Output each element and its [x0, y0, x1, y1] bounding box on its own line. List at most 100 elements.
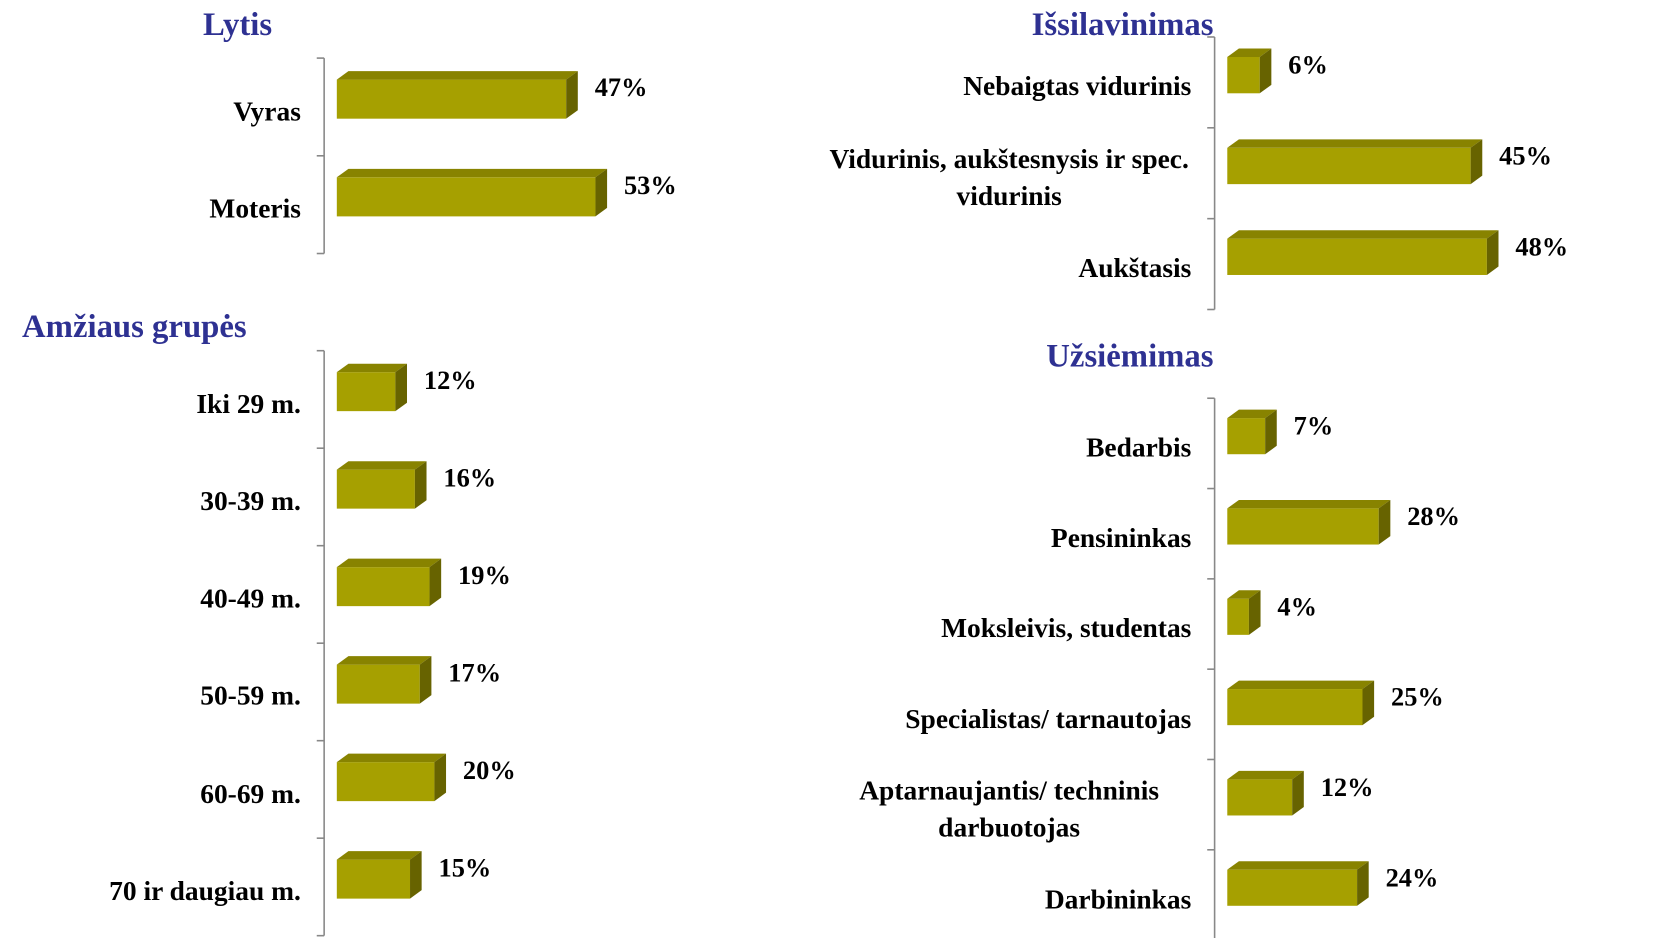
category-label-box: Pensininkas [824, 493, 1192, 583]
category-label-box: 40-49 m. [0, 550, 301, 647]
bar-top [336, 753, 447, 763]
category-label: 40-49 m. [200, 583, 301, 614]
bar-top [336, 558, 442, 568]
bar-top [336, 363, 407, 373]
bar-side [595, 168, 608, 217]
category-label: Aptarnaujantis/ techninis darbuotojas [859, 774, 1160, 843]
bar-top [1227, 230, 1499, 239]
value-label: 24% [1386, 862, 1439, 892]
bar-side [410, 851, 422, 899]
category-label-box: 50-59 m. [0, 647, 301, 744]
category-label-wrap: 50-59 m. [0, 647, 301, 744]
bar-top [1227, 590, 1261, 599]
chart-title: Užsiėmimas [1046, 339, 1213, 375]
bar-side [1470, 139, 1483, 185]
category-label-wrap: Vyras [0, 62, 301, 160]
bar-side [566, 71, 578, 119]
bar-front [336, 664, 420, 704]
category-label-wrap: Vidurinis, aukštesnysis ir spec. vidurin… [824, 132, 1192, 223]
category-label-wrap: Pensininkas [824, 493, 1192, 583]
bar-top [336, 168, 608, 178]
bar-side [414, 461, 427, 509]
bar [1227, 680, 1375, 726]
category-label-wrap: Specialistas/ tarnautojas [824, 673, 1191, 763]
category-label: 60-69 m. [200, 778, 301, 809]
category-label-wrap: Nebaigtas vidurinis [824, 41, 1192, 132]
value-label: 15% [439, 852, 492, 882]
bar-side [1265, 409, 1277, 455]
bar-top [336, 851, 422, 860]
category-label: Bedarbis [1086, 432, 1192, 463]
bar [1227, 230, 1499, 275]
bar-top [1227, 680, 1375, 690]
category-label: Moteris [209, 193, 301, 225]
bar-front [1227, 869, 1358, 906]
category-label: Moksleivis, studentas [941, 612, 1192, 644]
bar [336, 558, 442, 607]
bar [336, 461, 427, 509]
category-label: Darbininkas [1044, 883, 1192, 915]
bar-top [336, 656, 432, 665]
bar [1227, 409, 1277, 455]
category-label-wrap: Bedarbis [824, 402, 1192, 492]
bar-top [1227, 48, 1272, 57]
bar-side [1259, 48, 1272, 94]
bar-side [1292, 770, 1304, 816]
category-label: Aukštasis [1078, 252, 1192, 284]
bar [336, 71, 578, 119]
bar [336, 753, 447, 802]
category-label: Iki 29 m. [196, 388, 301, 419]
value-label: 48% [1515, 231, 1568, 261]
bar-front [1227, 508, 1379, 545]
category-label-box: Vyras [0, 62, 301, 160]
bar [1227, 590, 1261, 635]
bar-front [336, 177, 596, 217]
bar-front [1227, 418, 1266, 455]
value-label: 6% [1288, 50, 1328, 80]
value-label: 7% [1294, 411, 1334, 441]
bar-front [1227, 238, 1487, 275]
bar-side [1357, 861, 1369, 906]
value-label: 12% [424, 365, 477, 395]
bar-side [1248, 590, 1261, 635]
bar-front [336, 79, 567, 119]
category-label-wrap: 40-49 m. [0, 550, 301, 647]
category-label: Pensininkas [1050, 522, 1192, 554]
bar-front [1227, 779, 1293, 816]
bar-front [1227, 689, 1363, 726]
bar-side [395, 363, 407, 412]
bar-front [336, 372, 396, 412]
bar-top [1227, 770, 1304, 780]
value-label: 28% [1407, 501, 1460, 531]
bar-top [336, 71, 578, 80]
category-label-wrap: Moteris [0, 160, 301, 258]
bar-top [1227, 861, 1369, 870]
category-label-box: Vidurinis, aukštesnysis ir spec. vidurin… [824, 132, 1192, 223]
category-label: 30-39 m. [200, 485, 301, 517]
bar-side [1378, 499, 1391, 545]
category-label-box: Moksleivis, studentas [824, 583, 1192, 673]
category-label: 50-59 m. [200, 680, 301, 712]
category-label-wrap: Aukštasis [824, 223, 1192, 314]
category-label-wrap: Moksleivis, studentas [824, 583, 1192, 673]
value-label: 12% [1321, 772, 1374, 802]
bar [336, 851, 422, 899]
bar-side [434, 753, 447, 802]
category-label-wrap: Aptarnaujantis/ techninis darbuotojas [824, 764, 1192, 854]
bar [1227, 861, 1369, 906]
bar-front [336, 567, 430, 607]
category-label-wrap: 30-39 m. [0, 452, 301, 549]
bar-top [1227, 499, 1391, 509]
bar-front [336, 762, 435, 802]
value-label: 16% [443, 462, 496, 492]
bar [1227, 770, 1304, 816]
category-label-box: 60-69 m. [200, 778, 301, 809]
value-label: 25% [1391, 682, 1444, 712]
bar [336, 656, 432, 704]
category-label-wrap: Iki 29 m. [0, 355, 301, 452]
chart-title: Išsilavinimas [1032, 7, 1214, 43]
category-label: Nebaigtas vidurinis [963, 71, 1192, 102]
bar-top [1227, 409, 1277, 419]
